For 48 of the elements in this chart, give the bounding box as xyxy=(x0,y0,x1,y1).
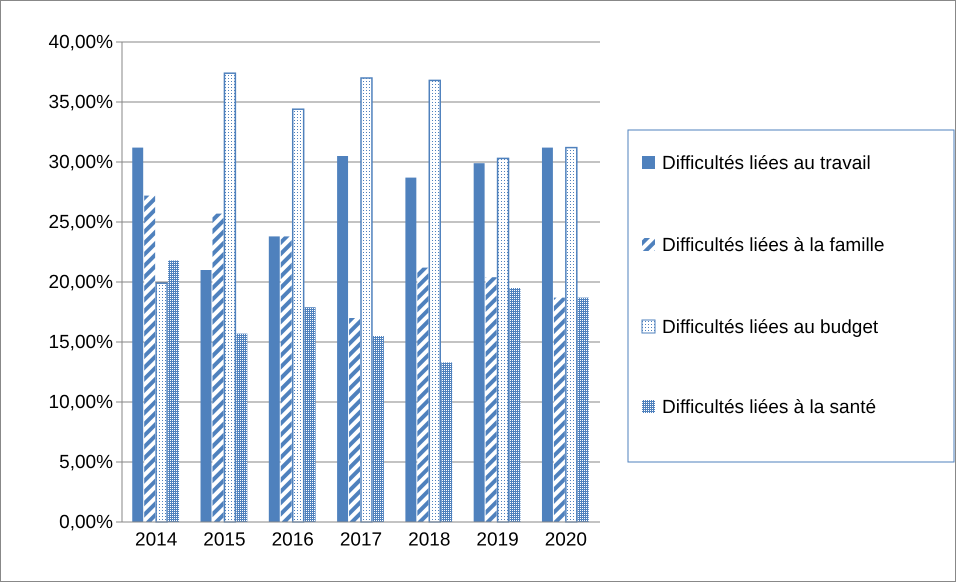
x-tick-label: 2020 xyxy=(544,529,587,550)
bar xyxy=(428,80,441,523)
legend-label: Difficultés liées au budget xyxy=(662,317,879,338)
bar xyxy=(212,214,224,522)
x-tick-label: 2017 xyxy=(340,529,382,550)
bar xyxy=(405,178,416,522)
bar xyxy=(510,288,520,522)
bar xyxy=(349,318,360,522)
bar xyxy=(372,336,384,522)
bar xyxy=(486,277,497,522)
bar xyxy=(441,362,452,522)
y-tick-label: 40,00% xyxy=(48,32,114,54)
legend-label: Difficultés liées à la famille xyxy=(662,235,884,256)
x-tick-label: 2019 xyxy=(476,529,519,550)
bar xyxy=(565,146,578,523)
bar xyxy=(168,260,180,522)
bar xyxy=(304,307,316,522)
bar xyxy=(554,298,565,522)
legend-label: Difficultés liées à la santé xyxy=(662,397,876,418)
y-tick-label: 15,00% xyxy=(48,332,114,354)
y-tick-label: 10,00% xyxy=(48,392,114,414)
bar xyxy=(496,158,510,523)
bar xyxy=(224,72,236,523)
bar xyxy=(542,148,553,522)
legend-label: Difficultés liées au travail xyxy=(662,153,871,174)
bar xyxy=(155,282,168,523)
bar xyxy=(292,108,304,523)
bar xyxy=(132,148,144,522)
y-tick-label: 5,00% xyxy=(59,452,114,474)
x-tick-label: 2015 xyxy=(203,529,246,550)
bar xyxy=(417,268,428,522)
y-tick-label: 20,00% xyxy=(48,272,114,294)
bar xyxy=(474,163,485,522)
bar xyxy=(144,196,156,522)
bar xyxy=(268,236,280,522)
y-tick-label: 35,00% xyxy=(48,92,114,114)
x-tick-label: 2016 xyxy=(272,529,314,550)
x-tick-label: 2018 xyxy=(408,529,450,550)
bar xyxy=(578,298,589,522)
bar xyxy=(360,77,373,523)
bar xyxy=(200,270,212,522)
bar xyxy=(337,156,348,522)
y-tick-label: 25,00% xyxy=(48,212,114,234)
bar xyxy=(280,236,292,522)
bar xyxy=(236,334,248,522)
x-tick-label: 2014 xyxy=(135,529,178,550)
y-tick-label: 30,00% xyxy=(48,152,114,174)
y-tick-label: 0,00% xyxy=(59,512,114,534)
